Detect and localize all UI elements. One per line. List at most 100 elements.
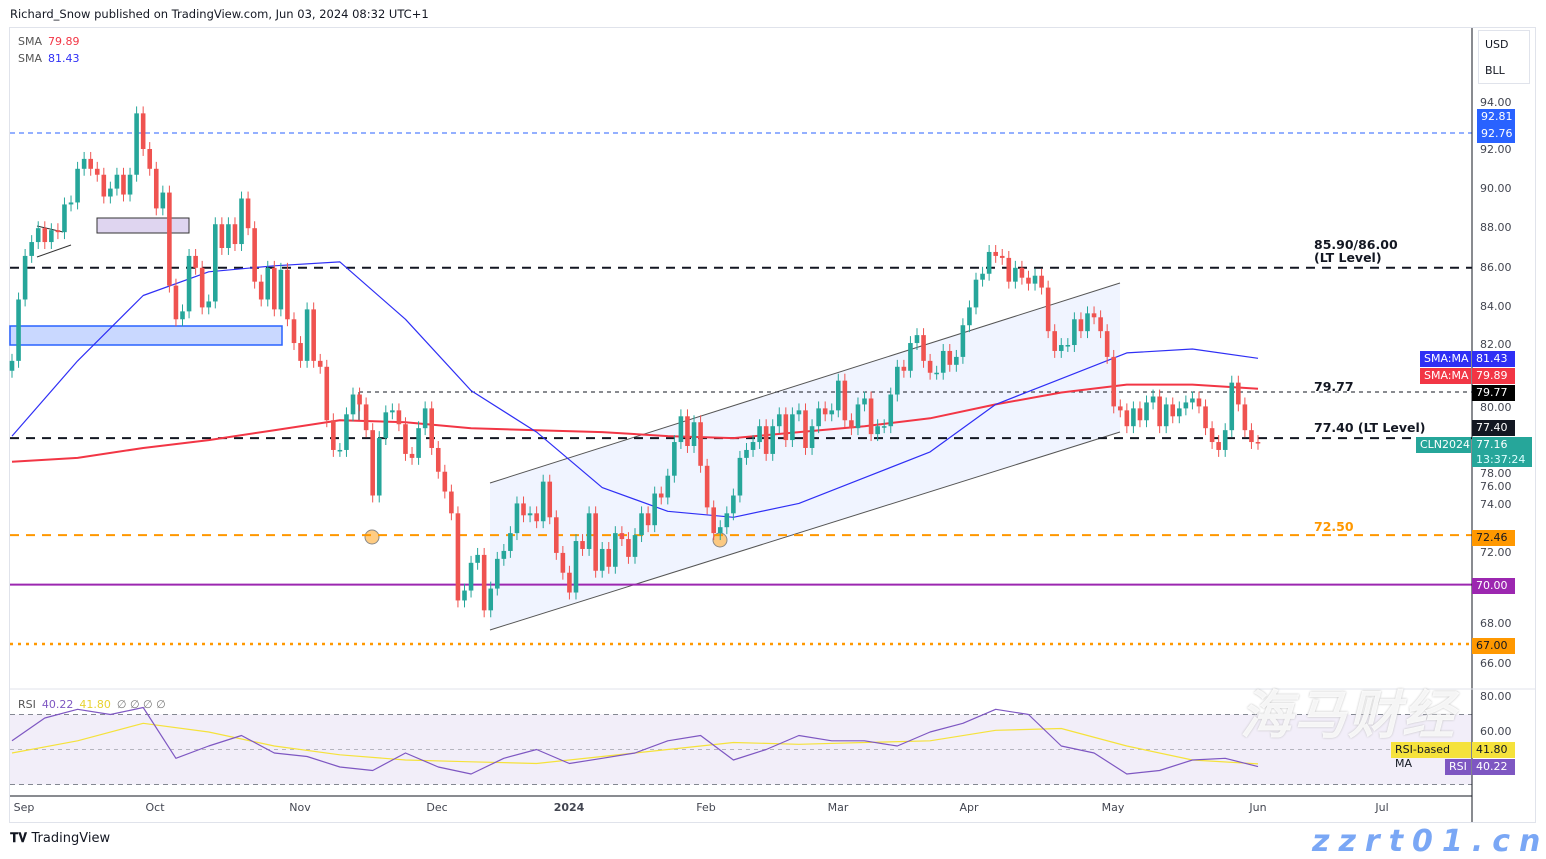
candle — [757, 419, 762, 449]
sma-slow-legend[interactable]: SMA 79.89 — [18, 35, 80, 48]
candle-body — [763, 426, 769, 454]
candle — [442, 464, 448, 499]
candle-body — [914, 335, 920, 344]
rsi-tag-label: RSI — [1445, 759, 1471, 775]
candle — [147, 142, 153, 176]
candle-body — [731, 495, 736, 514]
candle-body — [206, 301, 212, 308]
drawings — [9, 217, 1472, 631]
candle — [304, 302, 310, 368]
candle-body — [317, 360, 323, 367]
candle-body — [711, 507, 716, 534]
candle-body — [626, 539, 631, 557]
candle-body — [770, 426, 776, 454]
support-7250-label[interactable]: 72.50 — [1314, 519, 1354, 534]
candle — [658, 486, 664, 505]
candle — [337, 443, 343, 457]
price-axis-label: 92.00 — [1480, 143, 1512, 156]
rsi-pane — [10, 714, 1472, 785]
candle — [855, 397, 861, 436]
candle-body — [363, 404, 369, 431]
sma-fast-legend[interactable]: SMA 81.43 — [18, 52, 80, 65]
candle — [586, 506, 592, 556]
level-7740-tag: 77.40 — [1472, 420, 1515, 436]
lt-level-lower-label[interactable]: 77.40 (LT Level) — [1314, 420, 1426, 435]
candle — [180, 304, 185, 327]
candle-body — [291, 319, 297, 344]
candle — [527, 506, 533, 523]
candle-body — [1006, 257, 1012, 282]
candle-body — [665, 475, 671, 498]
candle-body — [835, 380, 841, 411]
candle-body — [35, 228, 41, 243]
rsi-lines — [11, 706, 1259, 775]
candle-body — [265, 267, 271, 300]
candle — [934, 365, 939, 380]
rsi-legend[interactable]: RSI 40.22 41.80 ∅ ∅ ∅ ∅ — [18, 698, 166, 711]
unit-selector[interactable]: USD BLL — [1478, 30, 1530, 84]
candle-body — [737, 457, 743, 496]
candle — [901, 359, 907, 378]
candle-body — [934, 372, 939, 375]
candle-body — [1045, 287, 1051, 332]
candle — [639, 506, 644, 543]
candle-body — [776, 414, 782, 427]
candle-body — [698, 422, 703, 466]
watermark-text: 海马财经 — [1240, 686, 1457, 746]
watermark-url: zzrt01.cn — [1312, 824, 1546, 859]
candle-body — [173, 285, 179, 320]
candle-body — [599, 548, 605, 571]
candle — [540, 474, 546, 529]
candle-body — [455, 513, 461, 601]
sma-fast-tag: 81.43 — [1472, 351, 1515, 367]
candle-body — [1157, 396, 1162, 427]
candle — [1124, 403, 1130, 434]
candle-body — [239, 198, 244, 245]
candle-body — [1117, 406, 1123, 411]
annotation-text: (LT Level) — [1314, 250, 1382, 265]
candle — [16, 292, 21, 368]
candle — [980, 266, 985, 287]
candle — [1019, 260, 1025, 285]
candle — [619, 526, 625, 546]
time-axis-label: 2024 — [553, 801, 585, 814]
candle — [311, 302, 316, 368]
time-axis-label: Jul — [1375, 801, 1389, 814]
candle-body — [108, 188, 113, 197]
candle — [1216, 435, 1221, 457]
candle — [724, 506, 730, 535]
price-axis-label: 86.00 — [1480, 261, 1512, 274]
candle — [9, 353, 15, 378]
candle — [999, 248, 1005, 265]
candle-body — [514, 503, 520, 534]
candle — [409, 446, 415, 465]
candle — [429, 401, 435, 455]
candle — [908, 336, 913, 378]
candle-body — [901, 366, 907, 371]
candle-body — [540, 481, 546, 522]
candle-body — [481, 554, 487, 611]
candle-body — [567, 572, 572, 593]
candle — [763, 419, 769, 461]
price-axis-label: 94.00 — [1480, 96, 1512, 109]
candle — [888, 387, 894, 434]
candle — [1085, 306, 1090, 339]
level-7977-label[interactable]: 79.77 — [1314, 379, 1354, 394]
candle-body — [822, 408, 828, 415]
candle — [947, 344, 953, 372]
pennant-lower-line — [36, 244, 72, 258]
lt-level-upper-label[interactable]: 85.90/86.00 (LT Level) — [1314, 238, 1398, 264]
candle-body — [829, 410, 835, 415]
candle — [731, 488, 736, 521]
time-axis-label: Jun — [1249, 801, 1267, 814]
candle-body — [501, 550, 507, 559]
candle-body — [1203, 406, 1208, 429]
candle — [1255, 435, 1261, 450]
candle — [1111, 349, 1117, 414]
candle-body — [724, 513, 730, 528]
tradingview-logo[interactable]: 𝐓𝐕 TradingView — [10, 831, 110, 846]
candle — [1144, 395, 1149, 428]
candle — [809, 419, 815, 455]
candle — [245, 191, 251, 236]
